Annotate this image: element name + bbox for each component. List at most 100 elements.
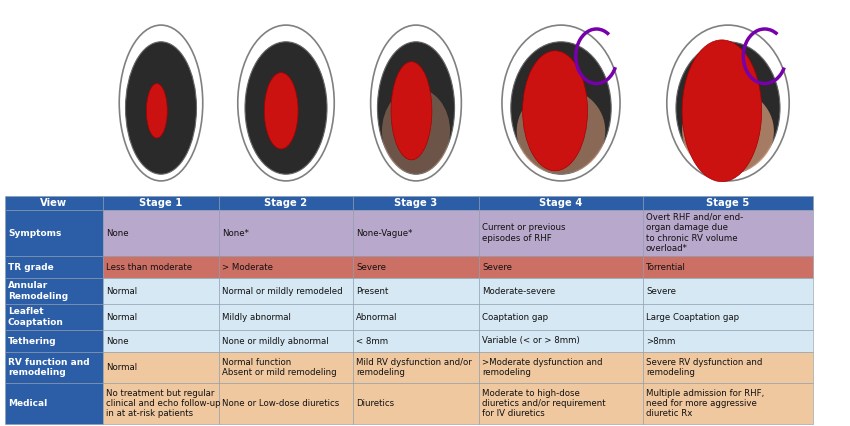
Text: Symptoms: Symptoms (8, 228, 61, 238)
Text: View: View (41, 198, 67, 208)
Bar (353, 278, 479, 304)
Bar (5, 304, 103, 330)
Bar (479, 383, 643, 424)
Text: None*: None* (222, 228, 249, 238)
Text: Normal or mildly remodeled: Normal or mildly remodeled (222, 287, 343, 296)
Bar (353, 330, 479, 352)
Bar (5, 278, 103, 304)
Text: Mildly abnormal: Mildly abnormal (222, 313, 291, 322)
Text: No treatment but regular
clinical and echo follow-up
in at at-risk patients: No treatment but regular clinical and ec… (106, 389, 221, 418)
Text: None-Vague*: None-Vague* (356, 228, 412, 238)
Bar (219, 196, 353, 210)
Bar (643, 210, 813, 256)
Text: Diuretics: Diuretics (356, 399, 394, 408)
Text: RV function and
remodeling: RV function and remodeling (8, 358, 89, 377)
Text: Severe: Severe (482, 262, 512, 271)
Text: Current or previous
episodes of RHF: Current or previous episodes of RHF (482, 223, 565, 243)
Bar (103, 210, 219, 256)
Text: Severe RV dysfunction and
remodeling: Severe RV dysfunction and remodeling (646, 358, 762, 377)
Bar (219, 383, 353, 424)
Ellipse shape (245, 42, 327, 174)
Text: Normal function
Absent or mild remodeling: Normal function Absent or mild remodelin… (222, 358, 337, 377)
Text: Normal: Normal (106, 287, 137, 296)
Bar (5, 383, 103, 424)
Text: None: None (106, 228, 128, 238)
Text: >8mm: >8mm (646, 337, 676, 345)
Text: None or Low-dose diuretics: None or Low-dose diuretics (222, 399, 339, 408)
Bar (219, 352, 353, 383)
Text: Moderate-severe: Moderate-severe (482, 287, 555, 296)
Bar (219, 330, 353, 352)
Ellipse shape (391, 62, 432, 160)
Bar (353, 196, 479, 210)
Bar (103, 304, 219, 330)
Bar (103, 256, 219, 278)
Bar (103, 278, 219, 304)
Bar (643, 196, 813, 210)
Text: Severe: Severe (356, 262, 386, 271)
Bar (353, 304, 479, 330)
Bar (353, 352, 479, 383)
Ellipse shape (523, 51, 587, 171)
Text: > Moderate: > Moderate (222, 262, 273, 271)
Text: Less than moderate: Less than moderate (106, 262, 192, 271)
Text: Annular
Remodeling: Annular Remodeling (8, 281, 68, 301)
Bar (103, 352, 219, 383)
Text: Variable (< or > 8mm): Variable (< or > 8mm) (482, 337, 580, 345)
Text: Mild RV dysfunction and/or
remodeling: Mild RV dysfunction and/or remodeling (356, 358, 472, 377)
Bar (5, 352, 103, 383)
Bar (219, 210, 353, 256)
Text: Torrential: Torrential (646, 262, 686, 271)
Bar (479, 278, 643, 304)
Text: Normal: Normal (106, 363, 137, 372)
Text: None or mildly abnormal: None or mildly abnormal (222, 337, 329, 345)
Bar (103, 383, 219, 424)
Bar (103, 330, 219, 352)
Text: Stage 1: Stage 1 (139, 198, 183, 208)
Text: None: None (106, 337, 128, 345)
Text: Coaptation gap: Coaptation gap (482, 313, 548, 322)
Text: < 8mm: < 8mm (356, 337, 388, 345)
Text: Leaflet
Coaptation: Leaflet Coaptation (8, 307, 64, 327)
Bar (479, 210, 643, 256)
Bar (353, 210, 479, 256)
Text: Abnormal: Abnormal (356, 313, 398, 322)
Bar (219, 304, 353, 330)
Ellipse shape (377, 42, 455, 174)
Bar (643, 383, 813, 424)
Bar (479, 256, 643, 278)
Text: Multiple admission for RHF,
need for more aggressive
diuretic Rx: Multiple admission for RHF, need for mor… (646, 389, 764, 418)
Text: Stage 3: Stage 3 (394, 198, 438, 208)
Bar (479, 330, 643, 352)
Bar (5, 196, 103, 210)
Text: Overt RHF and/or end-
organ damage due
to chronic RV volume
overload*: Overt RHF and/or end- organ damage due t… (646, 213, 743, 253)
Bar (643, 256, 813, 278)
Text: Medical: Medical (8, 399, 48, 408)
Bar (5, 256, 103, 278)
Text: Stage 2: Stage 2 (264, 198, 308, 208)
Ellipse shape (146, 83, 167, 138)
Text: Present: Present (356, 287, 388, 296)
Bar (5, 330, 103, 352)
Text: Stage 4: Stage 4 (539, 198, 583, 208)
Bar (479, 196, 643, 210)
Bar (643, 352, 813, 383)
Text: Moderate to high-dose
diuretics and/or requirement
for IV diuretics: Moderate to high-dose diuretics and/or r… (482, 389, 605, 418)
Bar (479, 304, 643, 330)
Ellipse shape (382, 88, 450, 174)
Bar (643, 330, 813, 352)
Ellipse shape (126, 42, 196, 174)
Text: Tethering: Tethering (8, 337, 57, 345)
Text: >Moderate dysfunction and
remodeling: >Moderate dysfunction and remodeling (482, 358, 603, 377)
Bar (643, 278, 813, 304)
Ellipse shape (264, 72, 298, 149)
Bar (479, 352, 643, 383)
Bar (219, 278, 353, 304)
Text: Large Coaptation gap: Large Coaptation gap (646, 313, 740, 322)
Bar (5, 210, 103, 256)
Ellipse shape (511, 42, 611, 174)
Text: Normal: Normal (106, 313, 137, 322)
Text: Severe: Severe (646, 287, 676, 296)
Bar (353, 256, 479, 278)
Bar (643, 304, 813, 330)
